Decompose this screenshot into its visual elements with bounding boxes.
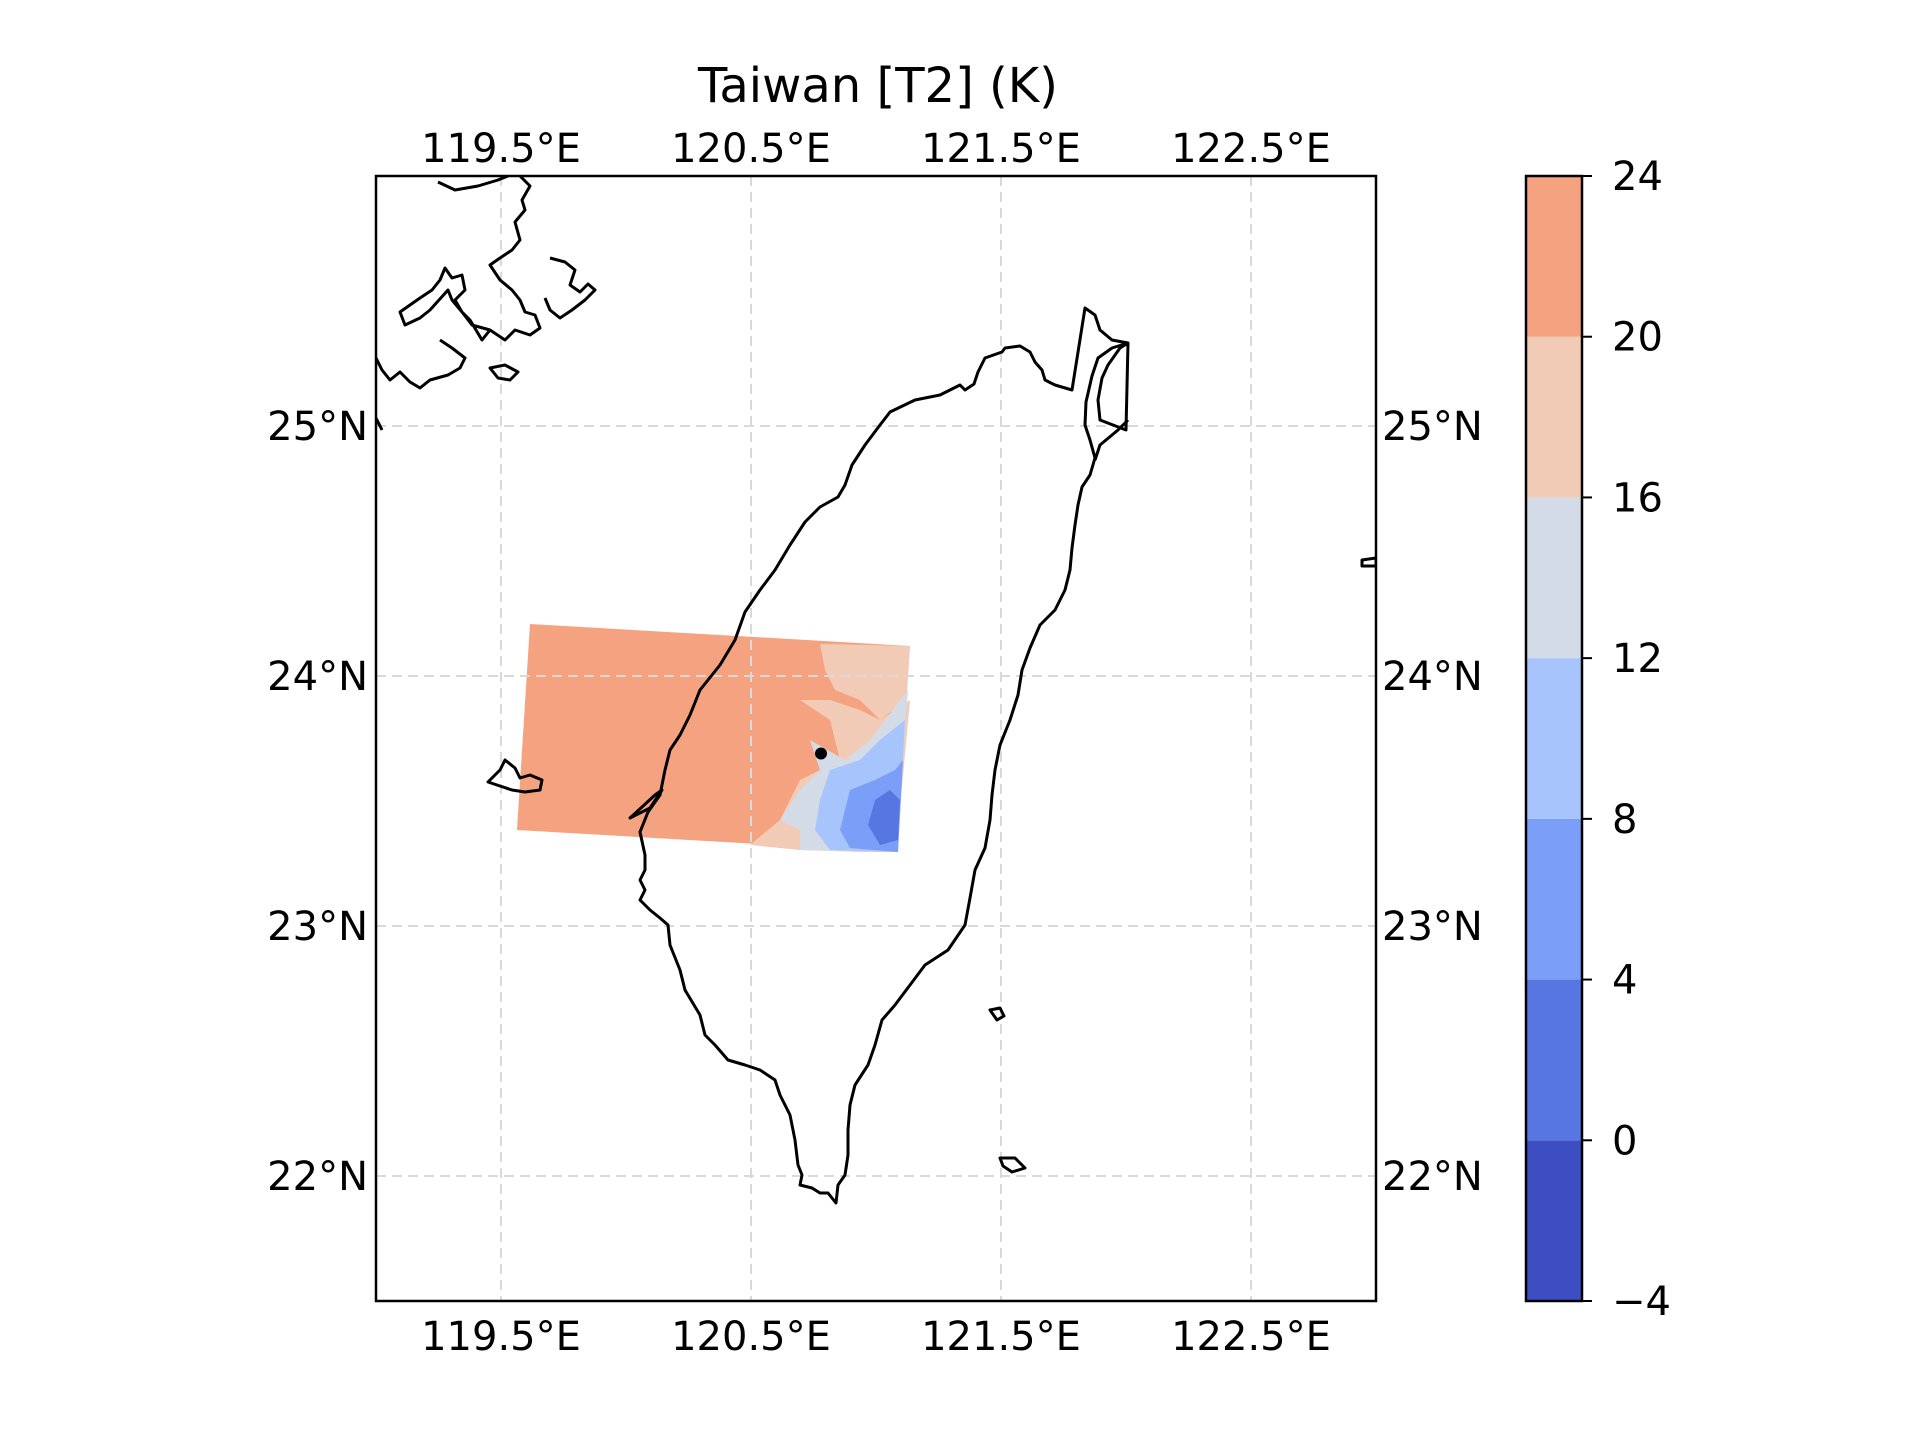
coastal-sandbar xyxy=(628,788,664,820)
colorbar-tick-label: 8 xyxy=(1612,797,1637,843)
taiwan-east-coast xyxy=(1093,418,1130,461)
colorbar-segment xyxy=(1526,979,1582,1141)
lat-tick-left: 25°N xyxy=(267,404,368,450)
lon-tick-bottom: 121.5°E xyxy=(921,1314,1081,1360)
colorbar-tick-label: 12 xyxy=(1612,636,1663,682)
colorbar-segment xyxy=(1526,176,1582,337)
colorbar-segment xyxy=(1526,336,1582,498)
colorbar-segment xyxy=(1526,818,1582,980)
islet-orchid xyxy=(998,1156,1027,1174)
lon-tick-bottom: 120.5°E xyxy=(671,1314,831,1360)
mainland-coast xyxy=(398,176,542,342)
lon-tick-top: 120.5°E xyxy=(671,126,831,172)
colorbar-tick-label: 16 xyxy=(1612,475,1663,521)
lon-tick-top: 121.5°E xyxy=(921,126,1081,172)
colorbar-segment xyxy=(1526,658,1582,819)
lat-ticks-left: 25°N 24°N 23°N 22°N xyxy=(267,404,368,1200)
colorbar-ticks: 24 20 16 12 8 4 0 −4 xyxy=(1612,154,1671,1325)
colorbar-segment xyxy=(1526,497,1582,659)
lat-tick-left: 23°N xyxy=(267,904,368,950)
lat-tick-right: 22°N xyxy=(1382,1154,1483,1200)
lon-tick-top: 122.5°E xyxy=(1171,126,1331,172)
lat-tick-left: 22°N xyxy=(267,1154,368,1200)
taiwan-coastline xyxy=(638,306,1130,1205)
islet-northwest xyxy=(488,363,520,382)
mainland-coast-3 xyxy=(543,256,597,320)
map-frame xyxy=(374,174,1378,1303)
lon-tick-top: 119.5°E xyxy=(421,126,581,172)
lat-tick-right: 23°N xyxy=(1382,904,1483,950)
station-marker xyxy=(815,747,827,760)
field-coldest-region xyxy=(868,790,900,845)
map-area xyxy=(376,176,1376,1301)
field-cool-region-north xyxy=(820,644,910,720)
map-title: Taiwan [T2] (K) xyxy=(697,58,1058,114)
islet-guishan xyxy=(1360,556,1376,568)
colorbar-segment xyxy=(1526,1140,1582,1301)
temperature-field xyxy=(517,624,910,852)
mainland-coast-2 xyxy=(376,338,467,390)
islet-green xyxy=(988,1006,1006,1022)
lon-tick-bottom: 122.5°E xyxy=(1171,1314,1331,1360)
lat-ticks-right: 25°N 24°N 23°N 22°N xyxy=(1382,404,1483,1200)
colorbar xyxy=(1526,175,1592,1302)
lat-tick-left: 24°N xyxy=(267,654,368,700)
colorbar-tick-label: −4 xyxy=(1612,1279,1671,1325)
lon-ticks-bottom: 119.5°E 120.5°E 121.5°E 122.5°E xyxy=(421,1314,1331,1360)
lat-tick-right: 24°N xyxy=(1382,654,1483,700)
lon-ticks-top: 119.5°E 120.5°E 121.5°E 122.5°E xyxy=(421,126,1331,172)
coastlines xyxy=(376,176,1376,1205)
colorbar-tick-label: 4 xyxy=(1612,958,1637,1004)
colorbar-tick-label: 0 xyxy=(1612,1118,1637,1164)
colorbar-tick-label: 24 xyxy=(1612,154,1663,200)
lat-tick-right: 25°N xyxy=(1382,404,1483,450)
colorbar-tick-label: 20 xyxy=(1612,315,1663,361)
colorbar-frame xyxy=(1524,174,1584,1303)
penghu-islands xyxy=(486,758,544,794)
lon-tick-bottom: 119.5°E xyxy=(421,1314,581,1360)
